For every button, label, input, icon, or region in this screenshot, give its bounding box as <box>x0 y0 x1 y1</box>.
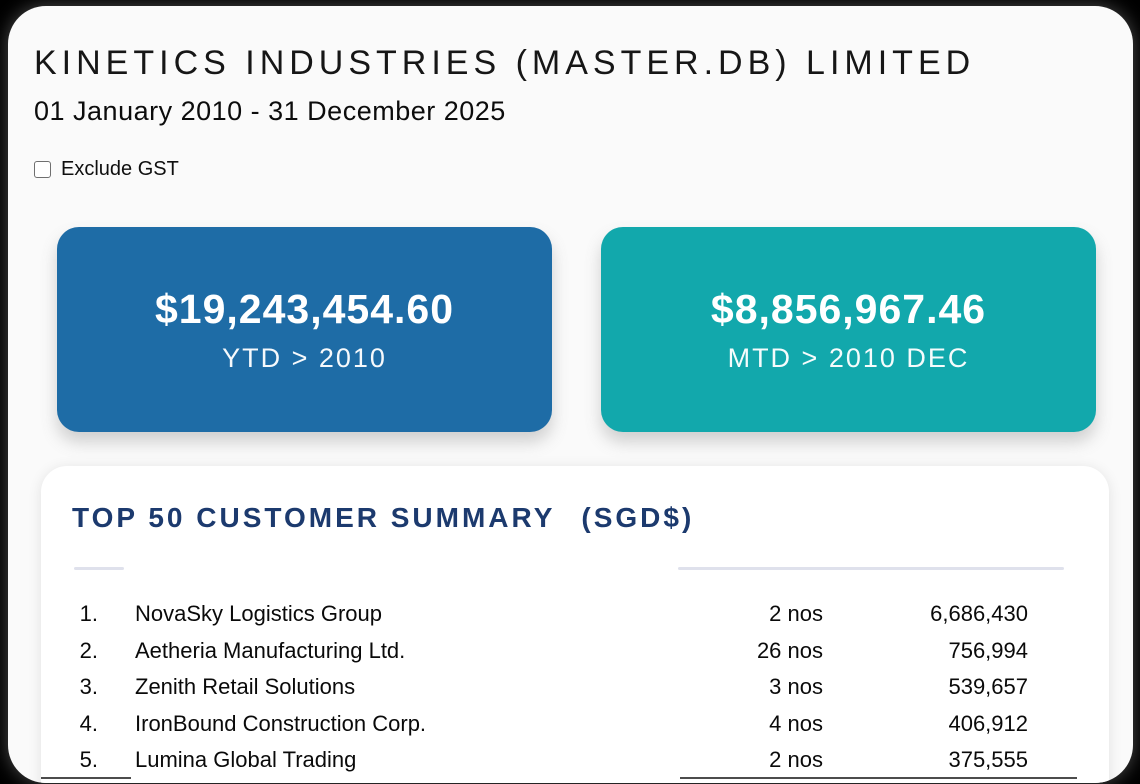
row-count: 4 nos <box>769 710 823 736</box>
row-rank: 5. <box>79 747 98 773</box>
table-row[interactable]: 3. Zenith Retail Solutions 3 nos 539,657 <box>41 669 1109 706</box>
header-divider-right <box>678 567 1064 570</box>
row-rank: 2. <box>79 637 98 663</box>
row-customer-name: NovaSky Logistics Group <box>135 601 382 627</box>
row-amount: 539,657 <box>948 674 1028 700</box>
ytd-amount: $19,243,454.60 <box>155 285 454 332</box>
ytd-total-card[interactable]: $19,243,454.60 YTD > 2010 <box>57 227 552 432</box>
page-title: KINETICS INDUSTRIES (MASTER.DB) LIMITED <box>34 44 976 82</box>
customer-summary-panel: TOP 50 CUSTOMER SUMMARY (SGD$) 1. NovaSky… <box>41 466 1109 783</box>
row-amount: 375,555 <box>948 747 1028 773</box>
table-row[interactable]: 4. IronBound Construction Corp. 4 nos 40… <box>41 706 1109 743</box>
table-row[interactable]: 5. Lumina Global Trading 2 nos 375,555 <box>41 742 1109 779</box>
exclude-gst-checkbox[interactable] <box>34 161 51 178</box>
row-customer-name: Zenith Retail Solutions <box>135 674 356 700</box>
footer-divider-left <box>41 777 131 779</box>
summary-currency: (SGD$) <box>581 502 695 533</box>
row-rank: 4. <box>79 710 98 736</box>
row-customer-name: Lumina Global Trading <box>135 747 357 773</box>
row-count: 3 nos <box>769 674 823 700</box>
row-count: 26 nos <box>756 637 823 663</box>
header-divider-left <box>74 567 124 570</box>
row-rank: 3. <box>79 674 98 700</box>
mtd-amount: $8,856,967.46 <box>710 285 987 332</box>
table-row[interactable]: 2. Aetheria Manufacturing Ltd. 26 nos 75… <box>41 633 1109 670</box>
row-amount: 756,994 <box>948 637 1028 663</box>
customer-table: 1. NovaSky Logistics Group 2 nos 6,686,4… <box>41 596 1109 779</box>
customer-summary-heading: TOP 50 CUSTOMER SUMMARY (SGD$) <box>72 502 694 534</box>
row-rank: 1. <box>79 601 98 627</box>
summary-title: TOP 50 CUSTOMER SUMMARY <box>72 502 556 533</box>
row-amount: 406,912 <box>948 710 1028 736</box>
mtd-total-card[interactable]: $8,856,967.46 MTD > 2010 DEC <box>601 227 1096 432</box>
exclude-gst-label: Exclude GST <box>61 158 179 180</box>
footer-divider-right <box>680 777 1077 779</box>
row-customer-name: IronBound Construction Corp. <box>135 710 427 736</box>
ytd-label: YTD > 2010 <box>222 342 387 373</box>
date-range: 01 January 2010 - 31 December 2025 <box>34 96 506 126</box>
exclude-gst-control[interactable]: Exclude GST <box>34 158 179 181</box>
table-row[interactable]: 1. NovaSky Logistics Group 2 nos 6,686,4… <box>41 596 1109 633</box>
row-customer-name: Aetheria Manufacturing Ltd. <box>135 637 406 663</box>
row-amount: 6,686,430 <box>930 601 1028 627</box>
row-count: 2 nos <box>769 601 823 627</box>
row-count: 2 nos <box>769 747 823 773</box>
kpi-card-row: $19,243,454.60 YTD > 2010 $8,856,967.46 … <box>57 227 1096 432</box>
mtd-label: MTD > 2010 DEC <box>727 342 970 373</box>
app-window: KINETICS INDUSTRIES (MASTER.DB) LIMITED … <box>8 6 1133 783</box>
